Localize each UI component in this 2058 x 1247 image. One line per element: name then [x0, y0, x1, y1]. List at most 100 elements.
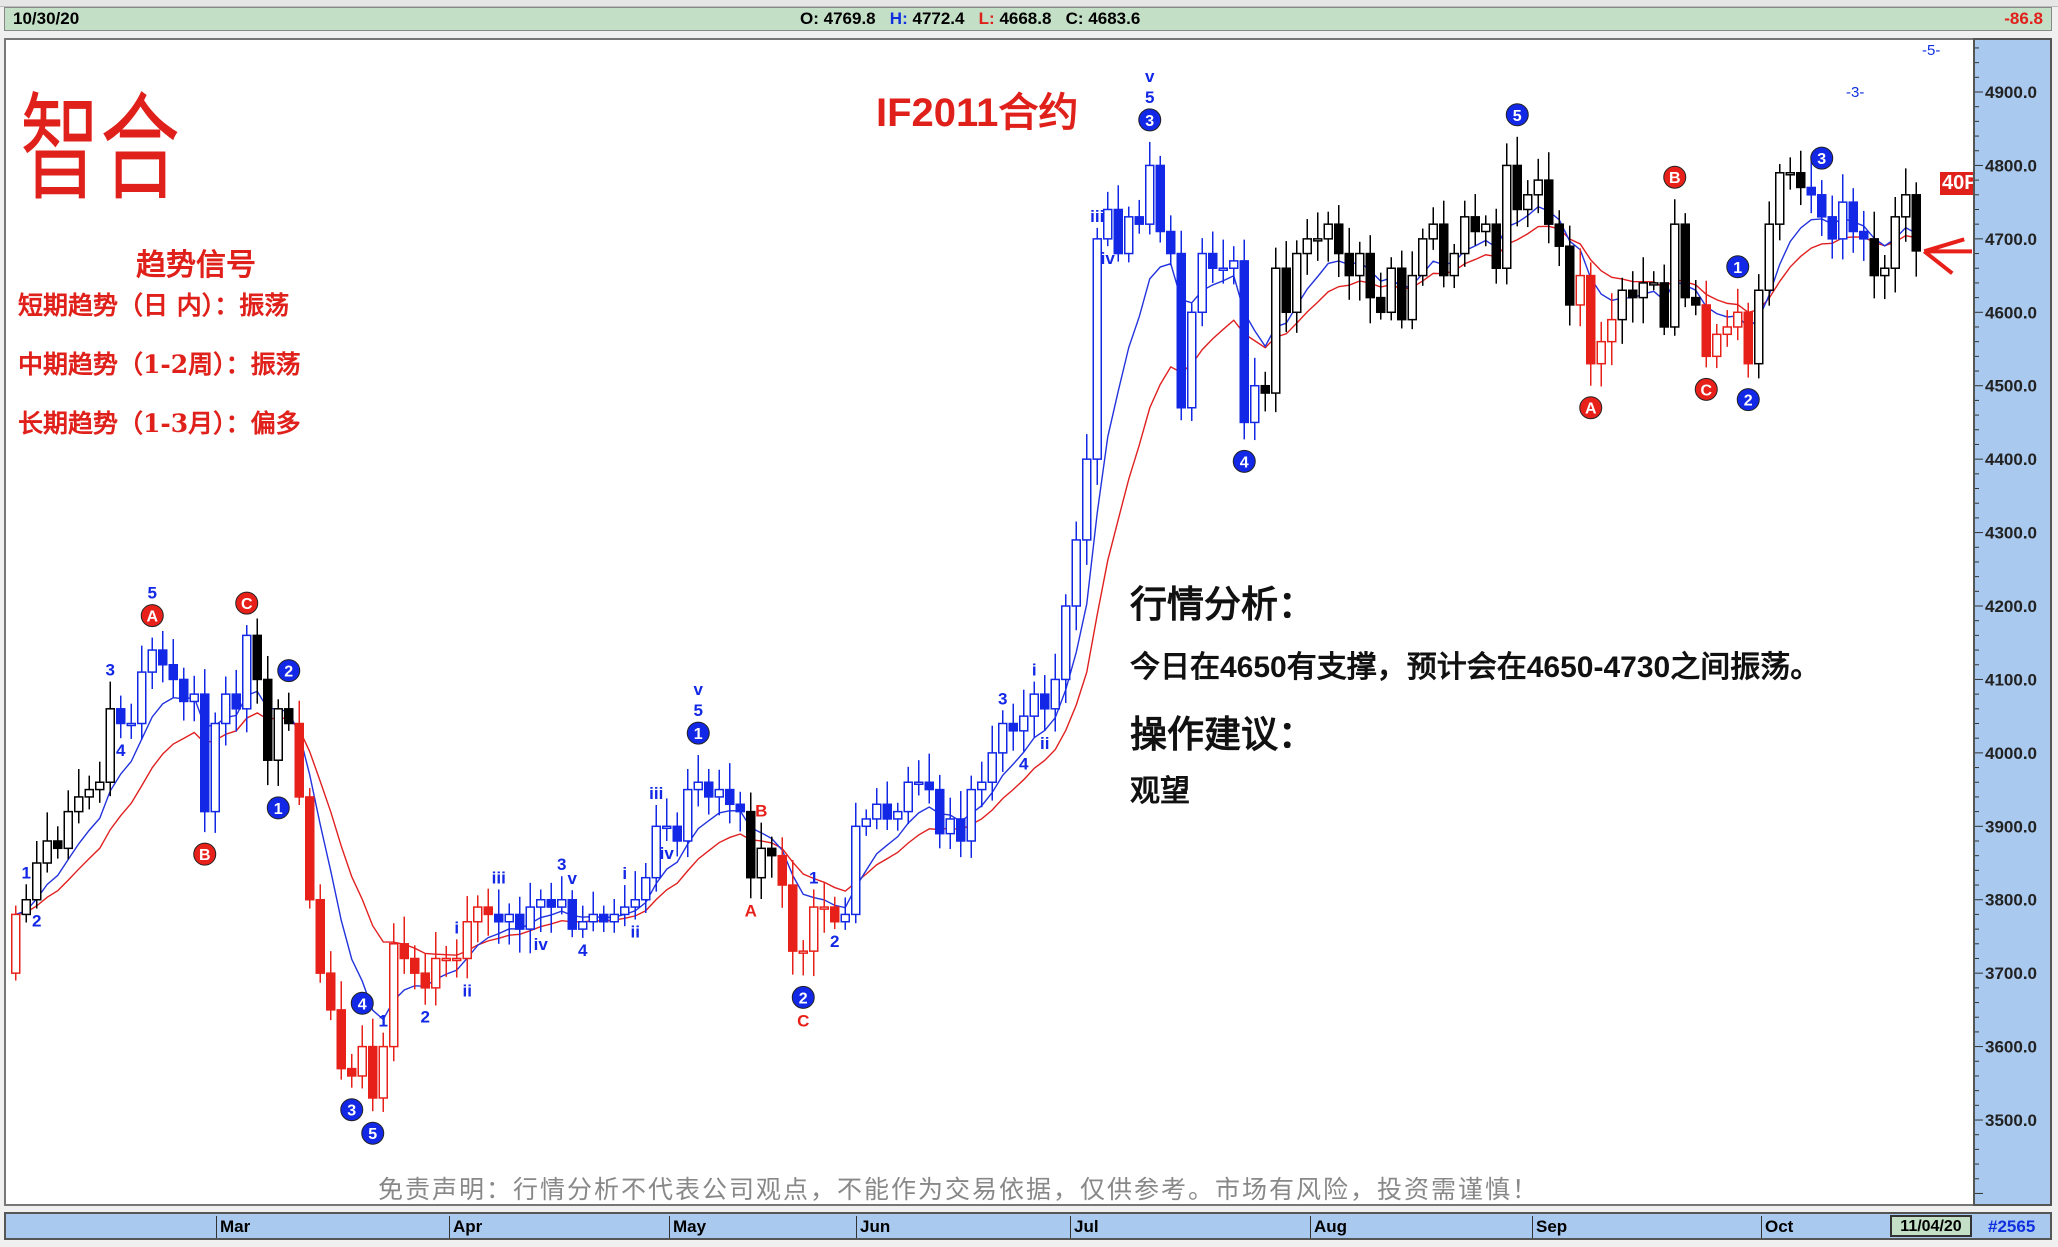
axis-tick-label: 4100.0 [1985, 670, 2037, 689]
candle [1628, 271, 1638, 323]
candle-body [1145, 164, 1155, 225]
wave-circle-label: 5 [368, 1126, 377, 1143]
disclaimer: 免责声明：行情分析不代表公司观点，不能作为交易依据，仅供参考。市场有风险，投资需… [378, 1175, 1540, 1204]
candle [1470, 194, 1480, 246]
candle [641, 863, 651, 913]
candle-body [1817, 194, 1827, 218]
candle-body [200, 693, 210, 813]
candle-body [1323, 223, 1333, 240]
candle [105, 681, 115, 797]
axis-tick-label: 3600.0 [1985, 1038, 2037, 1057]
candle-body [1082, 458, 1092, 541]
candle-body [389, 943, 399, 1048]
wave-label: i [1032, 661, 1037, 680]
candle-body [126, 722, 136, 727]
price-axis-ticks: 4900.0 4800.0 4700.0 4600.0 4500.0 4400.0 4300… [1975, 47, 2037, 1194]
candle [546, 882, 556, 933]
wave-circle [1736, 388, 1760, 412]
wave-circle [1663, 165, 1687, 189]
candle-body [189, 693, 199, 703]
wave-label: iii [1090, 207, 1104, 226]
chart-title: IF2011合约 [876, 91, 1079, 135]
candle [830, 896, 840, 930]
candle [1638, 257, 1648, 324]
candle [1334, 205, 1344, 278]
candle [1176, 230, 1186, 421]
candle [1617, 277, 1627, 344]
candle-body [1334, 223, 1344, 255]
candle [1407, 251, 1417, 330]
wave-label-group: iv [534, 935, 549, 954]
wave-circle-marker: 3 [1138, 108, 1162, 132]
analysis-text: 今日在4650有支撑，预计会在4650-4730之间振荡。 [1130, 651, 1821, 684]
candle-body [672, 825, 682, 842]
wave-circle-label: 3 [347, 1103, 356, 1120]
candle [1145, 141, 1155, 235]
candle-body [966, 788, 976, 842]
candle [210, 712, 220, 833]
candle-body [1460, 216, 1470, 255]
wave-circle [140, 604, 164, 628]
candle-body [95, 781, 105, 791]
candle [788, 860, 798, 975]
wave-circle [361, 1121, 385, 1145]
moving-average-fast [15, 205, 1917, 1021]
wave-label-group: 1 [809, 868, 818, 887]
bar-count: #2565 [1988, 1217, 2036, 1236]
candle [1533, 158, 1543, 214]
candle [1071, 521, 1081, 631]
wave-circle-label: 1 [694, 726, 703, 743]
wave-label: 3 [106, 661, 115, 680]
wave-label-group: 3 [557, 855, 566, 874]
candle [725, 763, 735, 824]
candle [1911, 182, 1921, 277]
candle [1512, 136, 1522, 227]
candle-body [809, 906, 819, 952]
price-chart[interactable]: A B C 1 2 3 4 5 1 2 3 4 5 A B C 1 2 3 1 2 3 4 5 1 2 i ii iii iv 3 v 4 i ii… [4, 38, 1974, 1206]
candle [882, 781, 892, 830]
candle [935, 774, 945, 849]
wave-label: v [1145, 67, 1155, 86]
candle [1218, 239, 1228, 284]
candle [567, 890, 577, 938]
candle-body [1386, 267, 1396, 314]
close-value: 4683.6 [1088, 9, 1141, 28]
candle-body [1764, 223, 1774, 292]
candle [1418, 228, 1428, 286]
candle-body [1281, 267, 1291, 314]
candle-body [336, 1009, 346, 1070]
candle [1481, 215, 1491, 247]
candle-body [1775, 172, 1785, 225]
candle-body [1166, 230, 1176, 255]
wave-label-group: v [1145, 67, 1155, 86]
wave-label: C [797, 1011, 809, 1030]
candle [1092, 227, 1102, 485]
candle [1208, 231, 1218, 283]
candle [1187, 303, 1197, 421]
candle [1323, 211, 1333, 262]
axis-tick-label: 4300.0 [1985, 524, 2037, 543]
candle [1817, 180, 1827, 236]
wave-label-group: v [694, 680, 704, 699]
candle-body [378, 1045, 388, 1099]
candle [609, 898, 619, 933]
candle [1008, 703, 1018, 751]
candle [1397, 250, 1407, 329]
price-axis[interactable]: 4900.0 4800.0 4700.0 4600.0 4500.0 4400.0 4300… [1973, 38, 2052, 1206]
candle [1439, 200, 1449, 288]
candle [21, 884, 31, 923]
candle [1701, 280, 1711, 368]
candle [116, 695, 126, 739]
wave-label-group: 3 [998, 689, 1007, 708]
axis-tick-label: 4200.0 [1985, 597, 2037, 616]
candle [95, 761, 105, 803]
candle-body [1712, 333, 1722, 358]
candle [1890, 197, 1900, 293]
wave-label-group: 2 [32, 912, 41, 931]
time-axis[interactable]: Mar Apr May Jun Jul Aug Sep Oct 11/04/20 #2565 [4, 1212, 2052, 1240]
candle [126, 703, 136, 739]
candle-body [1029, 693, 1039, 717]
candle [1586, 262, 1596, 386]
candle-body [956, 818, 966, 842]
